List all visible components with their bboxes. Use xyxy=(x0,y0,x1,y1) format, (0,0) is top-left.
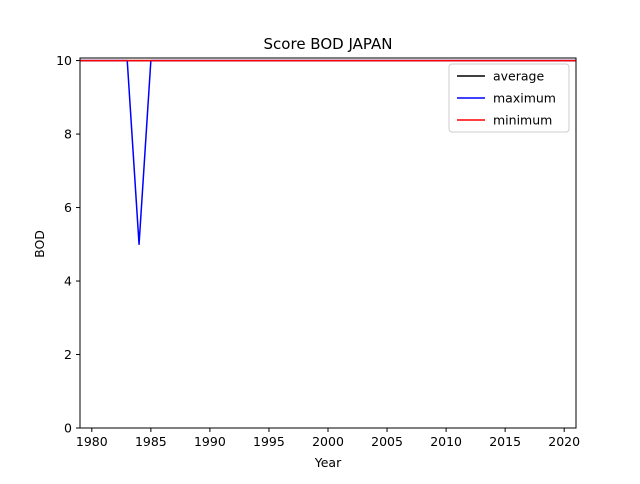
y-axis-label: BOD xyxy=(32,230,47,258)
y-tick-label: 6 xyxy=(64,200,72,215)
chart-title: Score BOD JAPAN xyxy=(264,35,393,53)
x-tick-label: 1995 xyxy=(253,434,285,449)
legend-label-maximum: maximum xyxy=(493,91,556,106)
legend-box xyxy=(448,63,570,133)
ticks-layer: 1980 1985 1990 1995 2000 2005 2010 2015 2020 0 2 4 6… xyxy=(56,53,580,449)
legend: average maximum minimum xyxy=(448,63,570,133)
y-tick-label: 2 xyxy=(64,347,72,362)
legend-label-minimum: minimum xyxy=(493,113,552,128)
x-tick-label: 2000 xyxy=(312,434,344,449)
x-tick-label: 1990 xyxy=(194,434,226,449)
y-tick-label: 0 xyxy=(64,421,72,436)
x-tick-label: 2020 xyxy=(548,434,580,449)
x-tick-label: 1980 xyxy=(76,434,108,449)
x-tick-label: 2010 xyxy=(430,434,462,449)
series-layer xyxy=(80,59,576,246)
x-tick-label: 2005 xyxy=(371,434,403,449)
legend-label-average: average xyxy=(493,69,544,84)
x-tick-label: 1985 xyxy=(135,434,167,449)
y-tick-label: 10 xyxy=(56,53,72,68)
y-tick-label: 8 xyxy=(64,127,72,142)
y-tick-label: 4 xyxy=(64,274,72,289)
x-tick-label: 2015 xyxy=(489,434,521,449)
x-axis-label: Year xyxy=(314,455,342,470)
